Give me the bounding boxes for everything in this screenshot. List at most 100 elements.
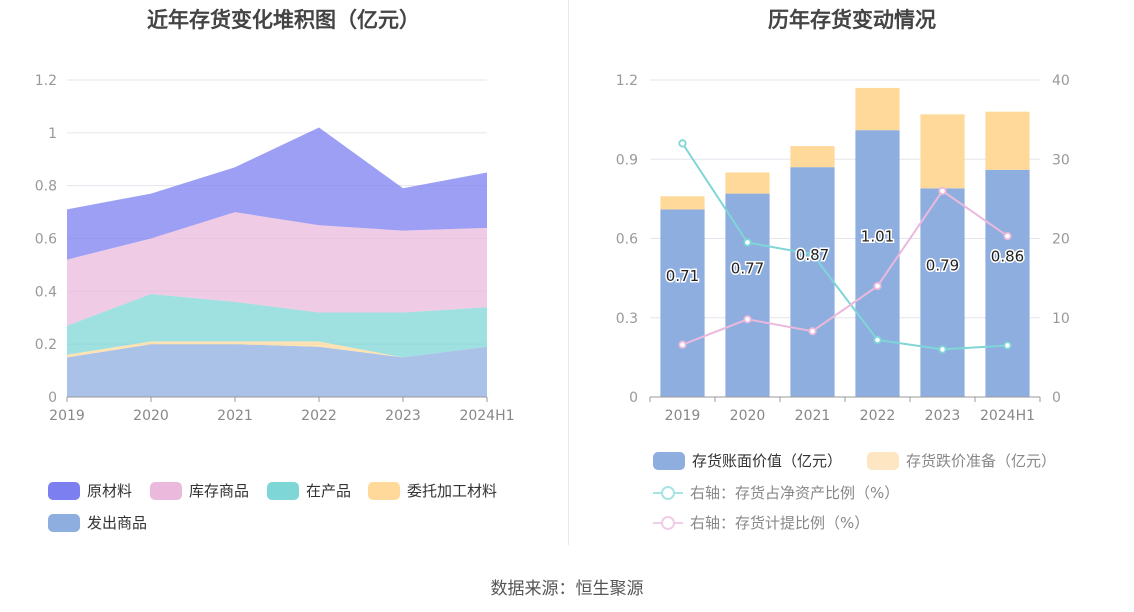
area-series-委托加工材料 <box>67 341 487 358</box>
legend-item-raw-materials[interactable]: 原材料 <box>48 480 132 501</box>
bar-impairment-provision <box>985 111 1030 170</box>
line-point <box>808 327 817 336</box>
x-tick-label: 2022 <box>301 408 337 424</box>
line-point <box>1003 232 1012 241</box>
right-chart-title: 历年存货变动情况 <box>768 8 936 32</box>
bar-value-label: 0.77 <box>731 259 764 277</box>
x-tick-label: 2020 <box>730 408 766 424</box>
legend-line-swatch <box>653 484 683 502</box>
area-series-原材料 <box>67 127 487 260</box>
legend-item-goods-shipped[interactable]: 发出商品 <box>48 512 147 533</box>
y-right-tick-label: 30 <box>1052 152 1070 168</box>
line-point <box>678 340 687 349</box>
x-tick-label: 2023 <box>925 408 961 424</box>
bar-impairment-provision <box>920 114 965 189</box>
legend-label: 在产品 <box>306 482 352 500</box>
y-left-tick-label: 0.3 <box>616 311 638 327</box>
left-chart-title: 近年存货变化堆积图（亿元） <box>147 8 420 32</box>
legend-label: 委托加工材料 <box>407 482 498 500</box>
legend-swatch <box>267 481 299 500</box>
y-tick-label: 0.8 <box>35 179 57 195</box>
line-point <box>938 345 947 354</box>
y-left-tick-label: 0 <box>629 390 638 406</box>
y-tick-label: 0.2 <box>35 337 57 353</box>
legend-item-inventory-to-net-assets-ratio[interactable]: 右轴：存货占净资产比例（%） <box>653 482 899 503</box>
line-point <box>678 139 687 148</box>
bar-impairment-provision <box>855 87 900 131</box>
line-point <box>938 186 947 196</box>
y-tick-label: 0.4 <box>35 284 57 300</box>
y-left-tick-label: 1.2 <box>616 73 638 89</box>
y-tick-label: 0 <box>48 390 57 406</box>
legend-item-work-in-progress[interactable]: 在产品 <box>267 480 351 501</box>
line-point <box>1003 341 1012 350</box>
x-tick-label: 2024H1 <box>459 408 514 424</box>
legend-swatch <box>653 451 685 470</box>
inventory-change-chart-panel: 历年存货变动情况 0 0.3 0.6 0.9 1.2 0 10 20 30 40 0.71 0.77 0… <box>570 0 1134 545</box>
legend-label: 存货账面价值（亿元） <box>692 452 843 470</box>
legend-label: 原材料 <box>87 482 133 500</box>
x-tick-label: 2021 <box>795 408 831 424</box>
bar-value-label: 0.87 <box>796 246 829 264</box>
line-point <box>873 281 882 291</box>
x-tick-label: 2022 <box>860 408 896 424</box>
legend-swatch <box>150 481 182 500</box>
y-right-tick-label: 20 <box>1052 232 1070 248</box>
legend-swatch <box>48 513 80 532</box>
line-series-右轴：存货计提比例（%） <box>682 189 1009 346</box>
x-tick-label: 2019 <box>49 408 85 424</box>
bar-book-value <box>725 193 770 397</box>
legend-swatch <box>48 481 80 500</box>
x-tick-label: 2021 <box>217 408 253 424</box>
legend-item-provision-ratio[interactable]: 右轴：存货计提比例（%） <box>653 512 869 533</box>
stacked-area-chart-panel: 近年存货变化堆积图（亿元） 0 0.2 0.4 0.6 0.8 1 1.2 2019 2020 2… <box>0 0 567 545</box>
legend-item-consigned-processing-materials[interactable]: 委托加工材料 <box>368 480 497 501</box>
line-point <box>743 238 752 247</box>
bar-value-label: 0.71 <box>666 267 699 285</box>
bar-value-label: 1.01 <box>861 228 894 246</box>
bar-value-label: 0.86 <box>991 247 1024 265</box>
y-left-tick-label: 0.9 <box>616 152 638 168</box>
y-right-tick-label: 40 <box>1052 73 1070 89</box>
x-tick-label: 2023 <box>385 408 421 424</box>
y-left-tick-label: 0.6 <box>616 232 638 248</box>
bar-book-value <box>660 209 705 397</box>
y-tick-label: 1.2 <box>35 73 57 89</box>
legend-item-book-value[interactable]: 存货账面价值（亿元） <box>653 450 842 471</box>
inventory-bar-line-chart: 0 0.3 0.6 0.9 1.2 0 10 20 30 40 0.71 0.77 0.87 1.01 0.… <box>616 73 1070 424</box>
bar-book-value <box>920 188 965 397</box>
legend-label: 发出商品 <box>87 514 148 532</box>
legend-label: 存货跌价准备（亿元） <box>906 452 1057 470</box>
legend-line-swatch <box>653 514 683 532</box>
line-point <box>743 315 752 324</box>
legend-swatch <box>368 481 400 500</box>
legend-item-impairment-provision[interactable]: 存货跌价准备（亿元） <box>867 450 1056 471</box>
line-point <box>808 250 817 259</box>
legend-label: 右轴：存货占净资产比例（%） <box>690 484 900 502</box>
legend-item-finished-goods[interactable]: 库存商品 <box>150 480 249 501</box>
area-series-库存商品 <box>67 212 487 326</box>
legend-label: 右轴：存货计提比例（%） <box>690 514 870 532</box>
line-point <box>873 335 882 345</box>
x-tick-label: 2019 <box>665 408 701 424</box>
bar-value-label: 0.79 <box>926 257 959 275</box>
bar-book-value <box>985 169 1030 397</box>
y-tick-label: 1 <box>48 126 57 142</box>
bar-impairment-provision <box>790 146 835 168</box>
bar-impairment-provision <box>660 196 705 210</box>
bar-book-value <box>790 167 835 397</box>
legend-label: 库存商品 <box>189 482 250 500</box>
bar-impairment-provision <box>725 172 770 194</box>
y-right-tick-label: 10 <box>1052 311 1070 327</box>
data-source-note: 数据来源：恒生聚源 <box>490 579 644 599</box>
stacked-area-chart: 0 0.2 0.4 0.6 0.8 1 1.2 2019 2020 2021 2022 2023 202… <box>35 73 515 424</box>
line-series-右轴：存货占净资产比例（%） <box>681 142 1008 351</box>
area-series-发出商品 <box>67 344 487 397</box>
x-tick-label: 2020 <box>133 408 169 424</box>
y-right-tick-label: 0 <box>1052 390 1061 406</box>
legend-swatch <box>867 451 899 470</box>
area-series-在产品 <box>67 294 487 358</box>
y-tick-label: 0.6 <box>35 232 57 248</box>
x-tick-label: 2024H1 <box>980 408 1035 424</box>
panel-divider <box>568 0 569 545</box>
